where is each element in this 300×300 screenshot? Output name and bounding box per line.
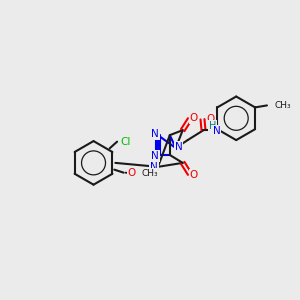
Text: H: H <box>209 121 216 131</box>
Text: N: N <box>175 142 183 152</box>
Text: O: O <box>190 170 198 180</box>
Text: O: O <box>206 114 215 124</box>
Text: N: N <box>212 126 220 136</box>
Text: Cl: Cl <box>120 137 130 147</box>
Text: CH₃: CH₃ <box>275 101 292 110</box>
Text: N: N <box>150 162 158 172</box>
Text: N: N <box>151 129 159 139</box>
Text: O: O <box>128 168 136 178</box>
Text: N: N <box>151 151 159 161</box>
Text: O: O <box>190 113 198 123</box>
Text: CH₃: CH₃ <box>142 169 158 178</box>
